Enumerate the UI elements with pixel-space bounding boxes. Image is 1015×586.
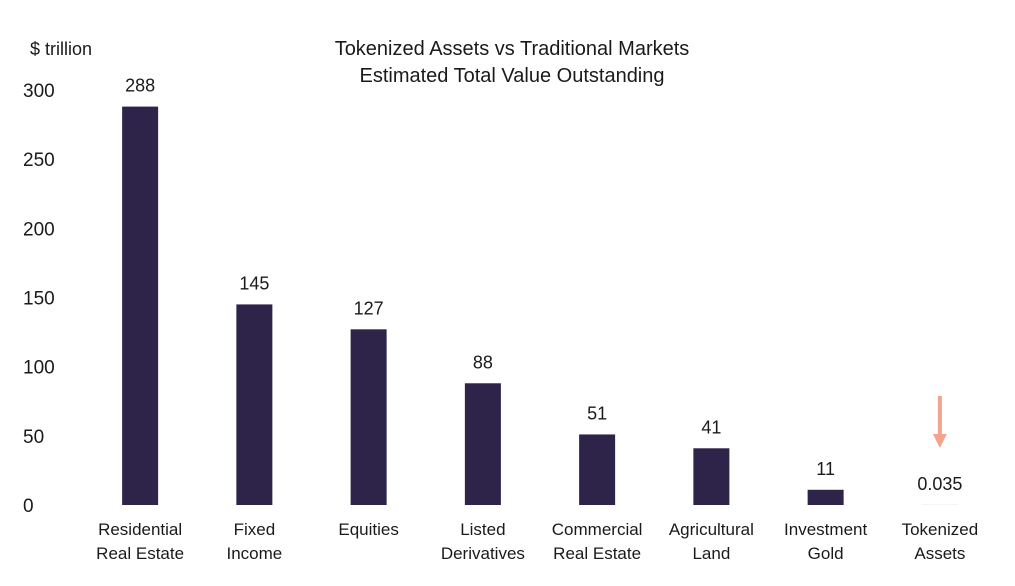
- data-label: 145: [239, 273, 269, 293]
- bar: [350, 329, 387, 505]
- x-tick-label: Real Estate: [553, 544, 641, 563]
- y-tick-label: 300: [23, 81, 55, 102]
- x-tick-label: Investment: [784, 520, 867, 539]
- y-tick-label: 50: [23, 427, 44, 448]
- y-tick-label: 100: [23, 358, 55, 379]
- data-label: 0.035: [917, 474, 962, 494]
- y-axis-unit-label: $ trillion: [30, 39, 92, 59]
- x-tick-label: Derivatives: [441, 544, 525, 563]
- data-label: 11: [816, 459, 835, 479]
- x-tick-label: Real Estate: [96, 544, 184, 563]
- x-tick-label: Assets: [914, 544, 965, 563]
- x-tick-label: Listed: [460, 520, 505, 539]
- x-tick-label: Land: [692, 544, 730, 563]
- x-tick-label: Commercial: [552, 520, 643, 539]
- annotation-arrow-head: [932, 434, 947, 448]
- x-tick-label: Equities: [338, 520, 398, 539]
- data-label: 51: [587, 403, 607, 423]
- x-tick-label: Tokenized: [902, 520, 979, 539]
- chart-title-line-2: Estimated Total Value Outstanding: [360, 65, 665, 87]
- bars: [122, 106, 958, 505]
- chart-title-line-1: Tokenized Assets vs Traditional Markets: [335, 38, 690, 60]
- data-labels: 288 145 127 88 51 41 11 0.035: [125, 76, 962, 494]
- bar: [464, 383, 501, 505]
- bar: [807, 489, 844, 505]
- x-tick-label: Income: [227, 544, 283, 563]
- x-axis-ticks: Residential Real Estate Fixed Income Equitie…: [96, 520, 978, 563]
- x-tick-label: Fixed: [234, 520, 276, 539]
- chart-title: Tokenized Assets vs Traditional Markets E…: [335, 38, 690, 87]
- x-tick-label: Residential: [98, 520, 182, 539]
- y-axis-ticks: 0 50 100 150 200 250 300: [23, 81, 55, 517]
- data-label: 127: [354, 298, 384, 318]
- bar: [693, 448, 730, 505]
- y-tick-label: 150: [23, 289, 55, 310]
- x-tick-label: Gold: [808, 544, 844, 563]
- data-label: 41: [701, 417, 721, 437]
- annotation: [932, 396, 947, 448]
- bar: [579, 434, 616, 505]
- y-tick-label: 250: [23, 150, 55, 171]
- y-tick-label: 200: [23, 219, 55, 240]
- x-tick-label: Agricultural: [669, 520, 754, 539]
- bar: [236, 304, 273, 505]
- bar: [122, 106, 159, 505]
- data-label: 88: [473, 352, 493, 372]
- data-label: 288: [125, 76, 155, 96]
- y-tick-label: 0: [23, 496, 34, 517]
